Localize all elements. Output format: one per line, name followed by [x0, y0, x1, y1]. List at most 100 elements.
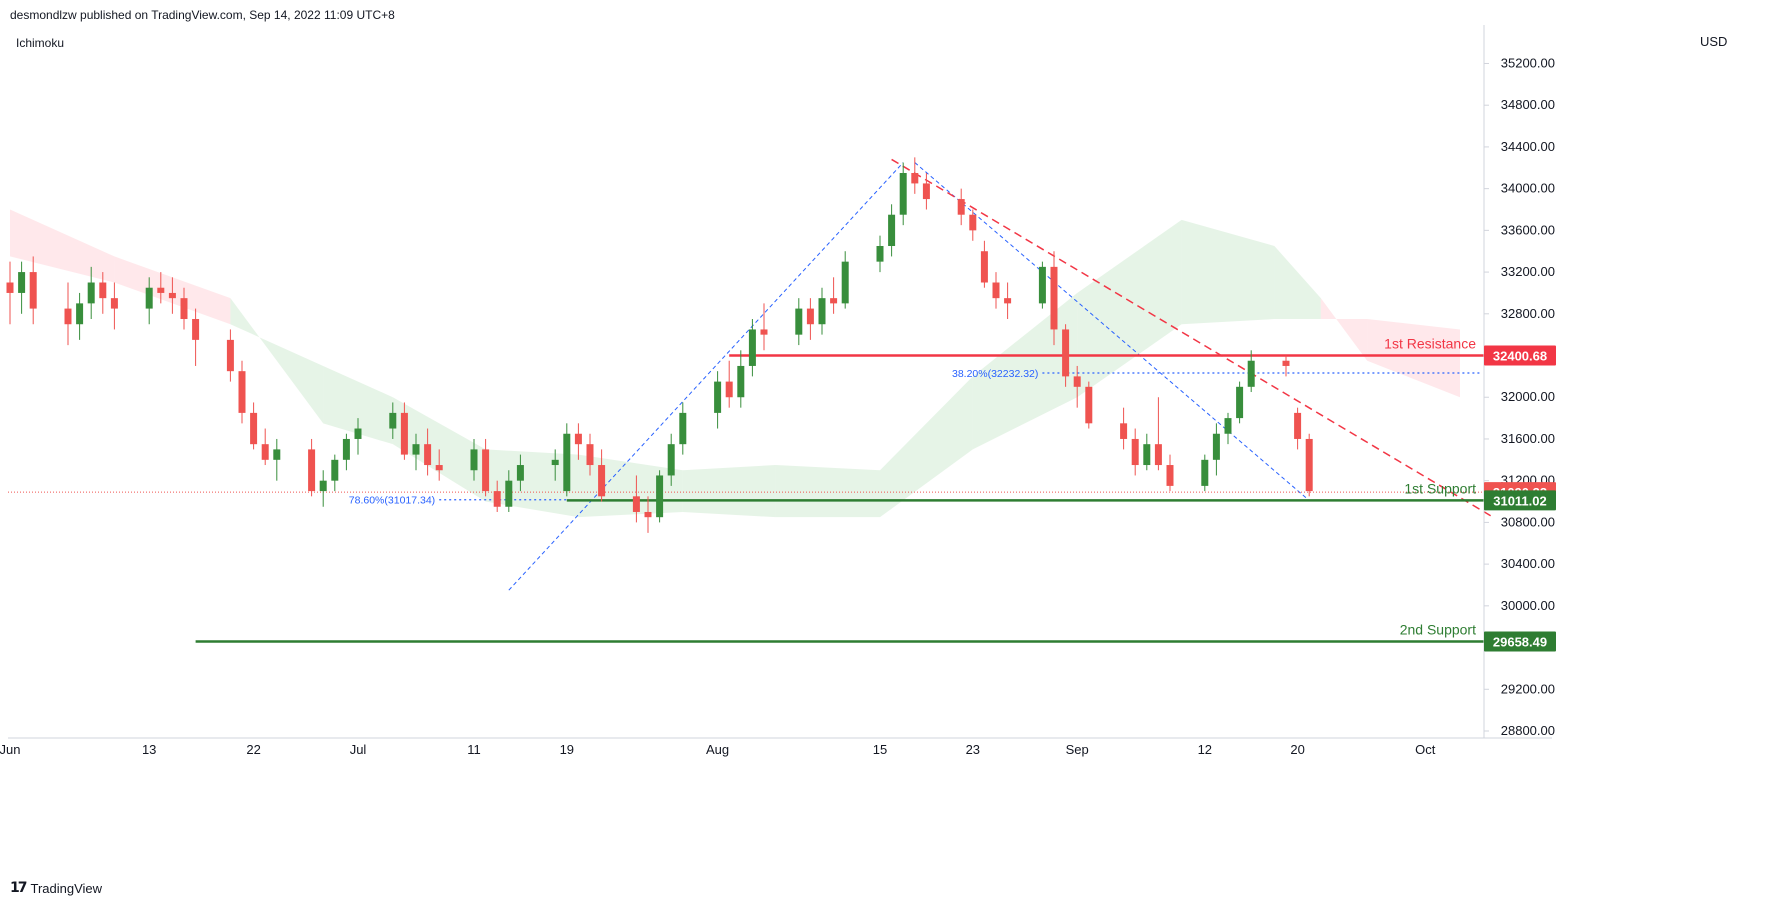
x-tick-label: Jun — [0, 742, 20, 757]
x-tick-label: 13 — [142, 742, 156, 757]
cloud-segment — [1367, 319, 1460, 398]
candle-down — [1154, 444, 1162, 466]
candle-down — [482, 449, 490, 492]
y-tick-label: 33200.00 — [1501, 264, 1555, 279]
candle-down — [424, 444, 432, 466]
fib-level-label: 38.20%(32232.32) — [952, 368, 1038, 380]
second-support-label: 2nd Support — [1400, 621, 1476, 637]
candle-down — [1294, 412, 1302, 439]
candle-down — [180, 298, 188, 320]
candle-up — [516, 465, 524, 481]
candle-down — [980, 251, 988, 283]
y-tick-label: 32800.00 — [1501, 306, 1555, 321]
candle-down — [99, 282, 107, 299]
candle-up — [888, 214, 896, 247]
candle-down — [911, 172, 919, 184]
x-tick-label: 15 — [873, 742, 887, 757]
y-tick-label: 28800.00 — [1501, 723, 1555, 738]
candle-down — [598, 465, 606, 497]
candle-up — [818, 298, 826, 325]
candle-down — [830, 298, 838, 304]
first-support-badge — [1484, 490, 1556, 511]
y-tick-label: 35200.00 — [1501, 55, 1555, 70]
tradingview-logo-icon: 17 — [10, 880, 28, 896]
candle-up — [1201, 459, 1209, 486]
cloud-segment — [1077, 219, 1182, 398]
x-tick-label: 11 — [467, 742, 481, 757]
cloud-segment — [682, 465, 776, 518]
resistance-badge-label: 32400.68 — [1493, 348, 1547, 363]
y-tick-label: 29200.00 — [1501, 681, 1555, 696]
candle-up — [656, 475, 664, 518]
candle-down — [110, 298, 118, 309]
candle-down — [957, 199, 965, 215]
candle-up — [795, 308, 803, 335]
fib-swing-line — [508, 162, 904, 591]
cloud-segment — [775, 465, 880, 518]
x-tick-label: 22 — [246, 742, 260, 757]
candle-down — [1004, 298, 1012, 304]
candle-up — [551, 459, 559, 466]
candle-up — [76, 303, 84, 325]
x-tick-label: Jul — [350, 742, 367, 757]
cloud-segment — [1320, 298, 1368, 361]
candle-down — [992, 282, 1000, 299]
candle-up — [18, 272, 26, 293]
candle-up — [145, 287, 153, 309]
candle-up — [899, 172, 907, 215]
currency-label: USD — [1700, 34, 1728, 49]
candle-up — [1224, 418, 1232, 434]
x-tick-label: 20 — [1290, 742, 1304, 757]
fibonacci-retracements: 38.20%(32232.32) 78.60%(31017.34) — [349, 162, 1480, 591]
cloud-segment — [880, 376, 973, 518]
candle-down — [308, 449, 316, 492]
candle-up — [331, 459, 339, 481]
candle-up — [87, 282, 95, 304]
x-tick-label: 12 — [1198, 742, 1212, 757]
candle-up — [273, 449, 281, 460]
y-tick-label: 30400.00 — [1501, 556, 1555, 571]
candle-down — [1305, 438, 1313, 492]
candle-down — [1073, 376, 1081, 387]
candle-down — [192, 319, 200, 340]
candle-up — [342, 438, 350, 460]
indicator-label[interactable]: Ichimoku — [16, 36, 65, 50]
cloud-segment — [972, 292, 1078, 450]
candle-up — [563, 433, 571, 492]
first-support-label: 1st Support — [1404, 480, 1476, 496]
y-tick-label: 31600.00 — [1501, 431, 1555, 446]
candle-down — [632, 496, 640, 512]
candle-down — [157, 287, 165, 293]
candle-up — [1038, 266, 1046, 304]
candle-down — [725, 381, 733, 398]
candle-down — [806, 308, 814, 325]
cloud-segment — [1181, 219, 1275, 325]
candle-down — [29, 272, 37, 309]
candle-up — [505, 480, 513, 507]
candle-down — [6, 282, 14, 293]
candle-down — [574, 433, 582, 445]
candle-down — [1131, 438, 1139, 466]
candle-down — [64, 308, 72, 325]
candle-down — [1062, 329, 1070, 377]
candle-down — [238, 371, 246, 413]
candle-up — [1143, 444, 1151, 466]
candle-down — [226, 339, 234, 372]
second-support-badge — [1484, 631, 1556, 652]
candles-layer — [6, 157, 1313, 533]
candle-down — [760, 329, 768, 335]
candle-down — [493, 491, 501, 507]
y-tick-label: 33600.00 — [1501, 222, 1555, 237]
candle-up — [714, 381, 722, 413]
resistance-badge — [1484, 345, 1556, 366]
x-tick-label: 23 — [966, 742, 980, 757]
x-tick-label: Sep — [1066, 742, 1089, 757]
cloud-segment — [10, 209, 115, 283]
candle-up — [841, 261, 849, 304]
candle-up — [876, 246, 884, 262]
y-tick-label: 34000.00 — [1501, 181, 1555, 196]
candle-up — [667, 444, 675, 476]
tradingview-footer[interactable]: 17 TradingView — [10, 880, 102, 896]
y-tick-label: 32000.00 — [1501, 389, 1555, 404]
